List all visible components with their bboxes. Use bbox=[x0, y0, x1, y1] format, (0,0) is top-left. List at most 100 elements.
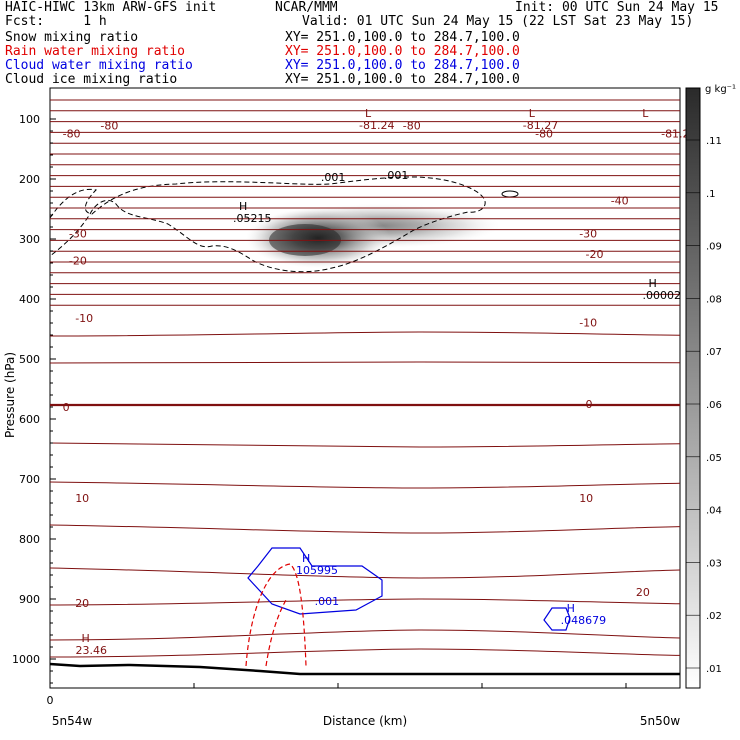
isotherm-label: -30 bbox=[579, 228, 597, 241]
init-time: Init: 00 UTC Sun 24 May 15 bbox=[515, 0, 719, 15]
colorbar-tick-label: .01 bbox=[706, 664, 722, 675]
x-axis: 0 5n54w 5n50w Distance (km) bbox=[47, 683, 681, 728]
isotherm-label: -10 bbox=[579, 316, 597, 329]
y-tick-label: 100 bbox=[19, 113, 40, 126]
rain-water-contour-inner bbox=[265, 599, 287, 667]
isotherm-label: -81.2 bbox=[661, 127, 689, 140]
colorbar-unit: g kg⁻¹ bbox=[705, 84, 736, 95]
contour-label: .001 bbox=[384, 169, 409, 182]
isotherm-line bbox=[49, 331, 681, 337]
y-tick-label: 1000 bbox=[12, 653, 40, 666]
y-tick-label: 900 bbox=[19, 593, 40, 606]
y-tick-label: 600 bbox=[19, 413, 40, 426]
extremum-value: .048679 bbox=[561, 614, 607, 627]
isotherm-label: 20 bbox=[75, 597, 89, 610]
extremum-marker: H bbox=[567, 602, 575, 615]
isotherm-label: -80 bbox=[403, 120, 421, 133]
isotherm-label: 10 bbox=[75, 492, 89, 505]
isotherm-label: 10 bbox=[579, 492, 593, 505]
contour-labels: .001 .001 .001 bbox=[315, 169, 409, 608]
isotherm-line bbox=[49, 481, 681, 489]
extremum-value: -81.24 bbox=[359, 119, 394, 132]
y-tick-label: 300 bbox=[19, 233, 40, 246]
isotherm-label: -20 bbox=[69, 255, 87, 268]
plot-frame bbox=[49, 87, 681, 689]
y-axis-label: Pressure (hPa) bbox=[3, 352, 17, 438]
colorbar-tick-label: .1 bbox=[706, 189, 716, 200]
isotherm-label: 20 bbox=[636, 586, 650, 599]
y-tick-label: 700 bbox=[19, 473, 40, 486]
x-axis-label: Distance (km) bbox=[323, 714, 407, 728]
extremum-value: .05215 bbox=[233, 212, 272, 225]
x-right-location: 5n50w bbox=[640, 714, 681, 728]
snow-shading bbox=[246, 204, 500, 268]
cloud-ice-small-contour bbox=[501, 190, 519, 198]
isotherm-line bbox=[49, 442, 681, 448]
contour-label: .001 bbox=[321, 171, 346, 184]
colorbar-tick-label: .02 bbox=[706, 611, 722, 622]
temperature-isotherms bbox=[49, 99, 681, 658]
isotherm-label: 0 bbox=[63, 401, 70, 414]
extremum-value: .00002 bbox=[643, 289, 682, 302]
cloud-water-contour bbox=[247, 547, 383, 615]
extremum-marker: H bbox=[649, 277, 657, 290]
valid-time: Valid: 01 UTC Sun 24 May 15 (22 LST Sat … bbox=[302, 14, 694, 29]
extremum-marker: H bbox=[302, 552, 310, 565]
isotherm-label: -40 bbox=[611, 195, 629, 208]
colorbar-tick-label: .06 bbox=[706, 400, 722, 411]
colorbar-tick-label: .09 bbox=[706, 242, 722, 253]
isotherm-label: 0 bbox=[586, 398, 593, 411]
isotherm-line bbox=[49, 598, 681, 606]
x-tick-label-0: 0 bbox=[47, 694, 54, 707]
extremum-value: 105995 bbox=[296, 564, 338, 577]
y-tick-label: 500 bbox=[19, 353, 40, 366]
terrain-line bbox=[49, 662, 680, 676]
x-left-location: 5n54w bbox=[52, 714, 93, 728]
field-cloudice-name: Cloud ice mixing ratio bbox=[5, 72, 178, 87]
y-tick-label: 200 bbox=[19, 173, 40, 186]
colorbar-tick-label: .08 bbox=[706, 294, 722, 305]
isotherm-label: -80 bbox=[535, 127, 553, 140]
field-cloudwater-xy: XY= 251.0,100.0 to 284.7,100.0 bbox=[285, 58, 520, 73]
y-axis: 100 200 300 400 500 600 700 800 900 1000 bbox=[12, 113, 56, 684]
isotherm-line bbox=[49, 361, 681, 364]
isotherm-line bbox=[49, 648, 681, 658]
temperature-labels: -80 -80 -80 -80 -81.2 -40 -30 -30 -20 -20 -10 -10 0 0… bbox=[63, 120, 690, 611]
colorbar-tick-label: .07 bbox=[706, 347, 722, 358]
cloud-water-contour-2 bbox=[543, 607, 571, 631]
extremum-marker: L bbox=[529, 107, 536, 120]
field-cloudice-xy: XY= 251.0,100.0 to 284.7,100.0 bbox=[285, 72, 520, 87]
cloud-ice-contour bbox=[49, 176, 486, 273]
extremum-marker: H bbox=[82, 632, 90, 645]
isotherm-label: -30 bbox=[69, 228, 87, 241]
isotherm-line bbox=[49, 567, 681, 579]
institution-label: NCAR/MMM bbox=[275, 0, 338, 15]
extremum-marker: H bbox=[239, 200, 247, 213]
extremum-marker: L bbox=[365, 107, 372, 120]
field-rain-name: Rain water mixing ratio bbox=[5, 44, 186, 59]
colorbar-tick-label: .11 bbox=[706, 136, 722, 147]
isotherm-label: -80 bbox=[63, 127, 81, 140]
y-tick-label: 400 bbox=[19, 293, 40, 306]
field-snow-xy: XY= 251.0,100.0 to 284.7,100.0 bbox=[285, 30, 520, 45]
colorbar-tick-label: .05 bbox=[706, 453, 722, 464]
isotherm-line bbox=[49, 629, 681, 641]
isotherm-label: -20 bbox=[586, 248, 604, 261]
isotherm-label: -80 bbox=[100, 120, 118, 133]
field-rain-xy: XY= 251.0,100.0 to 284.7,100.0 bbox=[285, 44, 520, 59]
extremum-value: 23.46 bbox=[76, 644, 108, 657]
model-title: HAIC-HIWC 13km ARW-GFS init bbox=[5, 0, 217, 15]
y-tick-label: 800 bbox=[19, 533, 40, 546]
colorbar-ramp bbox=[685, 87, 701, 689]
extrema-labels: L-81.24L-81.27LH.05215H.00002H105995H.04… bbox=[76, 107, 682, 657]
isotherm-label: -10 bbox=[75, 312, 93, 325]
field-snow-name: Snow mixing ratio bbox=[5, 30, 139, 45]
field-cloudwater-name: Cloud water mixing ratio bbox=[5, 58, 193, 73]
colorbar: .01 .02 .03 .04 .05 .06 .07 .08 .09 .1 .11 g kg⁻¹ bbox=[685, 84, 736, 689]
forecast-hour: Fcst: 1 h bbox=[5, 14, 107, 29]
colorbar-tick-label: .04 bbox=[706, 506, 722, 517]
colorbar-tick-label: .03 bbox=[706, 558, 722, 569]
contour-label: .001 bbox=[315, 595, 340, 608]
extremum-marker: L bbox=[642, 107, 649, 120]
